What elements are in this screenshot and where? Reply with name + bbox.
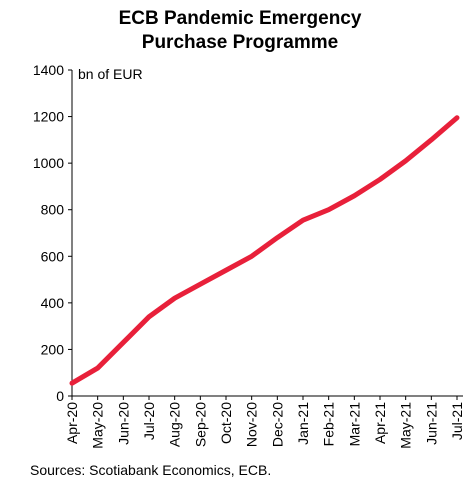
source-note: Sources: Scotiabank Economics, ECB. bbox=[30, 462, 271, 478]
x-tick-label: Jun-20 bbox=[115, 402, 131, 445]
y-tick-label: 0 bbox=[56, 388, 64, 404]
x-tick-label: Oct-20 bbox=[218, 402, 234, 444]
x-tick-label: Sep-20 bbox=[192, 402, 208, 447]
x-tick-label: Apr-21 bbox=[372, 402, 388, 444]
y-tick-label: 800 bbox=[41, 202, 65, 218]
y-tick-label: 1000 bbox=[33, 155, 64, 171]
y-tick-label: 200 bbox=[41, 341, 65, 357]
x-tick-label: Apr-20 bbox=[64, 402, 80, 444]
x-tick-label: Jul-20 bbox=[141, 402, 157, 440]
unit-label: bn of EUR bbox=[78, 66, 143, 82]
x-tick-label: Mar-21 bbox=[346, 402, 362, 447]
y-tick-label: 400 bbox=[41, 295, 65, 311]
x-tick-label: May-20 bbox=[90, 402, 106, 449]
x-tick-label: Feb-21 bbox=[321, 402, 337, 447]
y-tick-label: 1200 bbox=[33, 109, 64, 125]
chart-title: ECB Pandemic Emergency bbox=[119, 8, 362, 29]
x-tick-label: Jun-21 bbox=[423, 402, 439, 445]
x-tick-label: May-21 bbox=[398, 402, 414, 449]
x-tick-label: Aug-20 bbox=[167, 402, 183, 447]
y-tick-label: 600 bbox=[41, 248, 65, 264]
data-line bbox=[69, 115, 460, 386]
x-tick-label: Dec-20 bbox=[269, 402, 285, 447]
x-tick-label: Jan-21 bbox=[295, 402, 311, 445]
chart-title: Purchase Programme bbox=[142, 32, 338, 53]
y-tick-label: 1400 bbox=[33, 62, 64, 78]
x-tick-label: Nov-20 bbox=[244, 402, 260, 447]
x-tick-label: Jul-21 bbox=[449, 402, 465, 440]
